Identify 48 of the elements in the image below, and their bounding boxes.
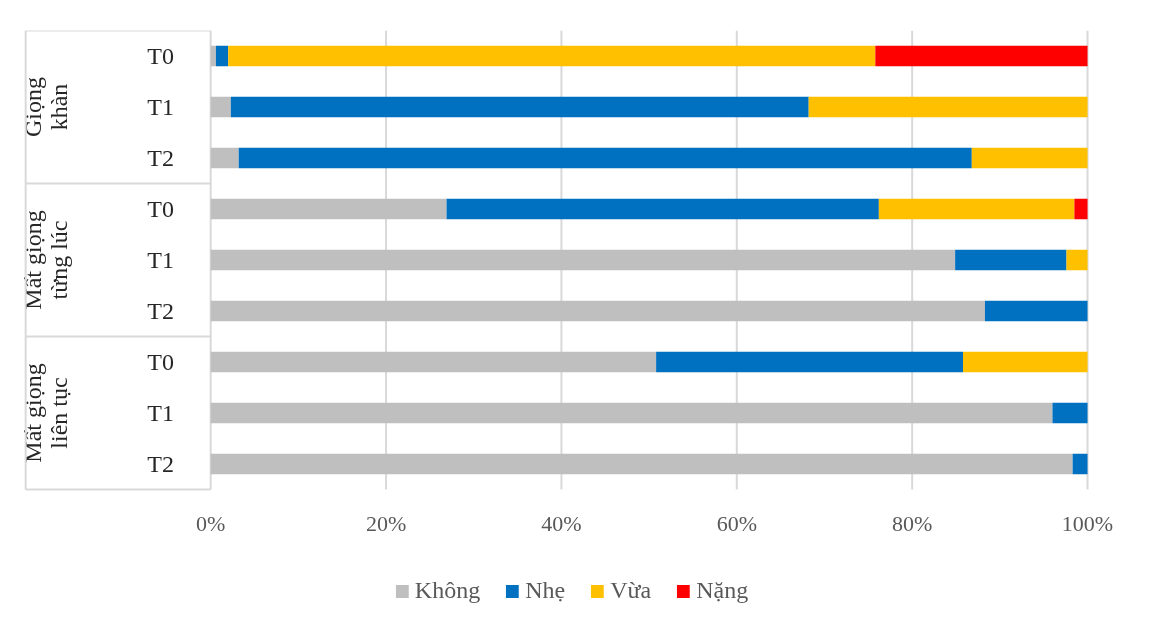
- y-tick-label: T2: [147, 298, 175, 324]
- text: Mất giọng liên tục: [19, 363, 72, 463]
- bar: [971, 147, 1088, 169]
- bar: [1074, 198, 1088, 220]
- y-tick-label: T1: [147, 247, 175, 273]
- bar: [210, 249, 956, 271]
- bar: [210, 453, 1073, 475]
- bar: [955, 249, 1067, 271]
- y-tick-label: T0: [147, 196, 175, 222]
- bar: [210, 198, 447, 220]
- x-tick-label: 40%: [541, 511, 582, 536]
- y-tick-label: T1: [147, 94, 175, 120]
- bar: [878, 198, 1075, 220]
- bar: [210, 147, 239, 169]
- bar: [228, 45, 876, 67]
- bar: [1072, 453, 1088, 475]
- x-tick-label: 20%: [365, 511, 407, 536]
- y-tick-label: T1: [147, 400, 175, 426]
- y-tick-label: T0: [147, 43, 175, 69]
- bar: [1052, 402, 1088, 424]
- bar: [808, 96, 1088, 118]
- y-tick-label: T2: [147, 451, 175, 477]
- text: Mất giọng từng lúc: [19, 210, 72, 310]
- bar: [215, 45, 229, 67]
- legend-label: Nặng: [696, 577, 749, 604]
- y-tick-label: T0: [147, 349, 175, 375]
- x-tick-label: 80%: [892, 511, 933, 536]
- bar: [210, 402, 1053, 424]
- bar: [1066, 249, 1088, 271]
- x-tick-label: 0%: [196, 511, 226, 536]
- legend-label: Nhẹ: [525, 577, 566, 604]
- bar: [238, 147, 972, 169]
- bar: [210, 96, 231, 118]
- bar: [963, 351, 1088, 373]
- bar: [446, 198, 879, 220]
- bar: [210, 45, 216, 67]
- bar: [656, 351, 964, 373]
- bar: [875, 45, 1088, 67]
- bar: [984, 300, 1088, 322]
- text: Giọng khàn: [19, 77, 72, 137]
- bar: [210, 351, 657, 373]
- legend-label: Vừa: [610, 577, 652, 604]
- bar: [230, 96, 809, 118]
- bar: [210, 300, 985, 322]
- legend-label: Không: [414, 577, 481, 604]
- x-tick-label: 60%: [716, 511, 757, 536]
- x-tick-label: 100%: [1061, 511, 1114, 536]
- y-tick-label: T2: [147, 145, 175, 171]
